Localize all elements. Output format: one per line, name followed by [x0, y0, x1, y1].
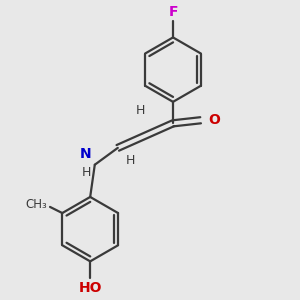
Text: H: H — [82, 166, 91, 179]
Text: N: N — [80, 147, 91, 161]
Text: F: F — [168, 5, 178, 19]
Text: CH₃: CH₃ — [26, 198, 48, 211]
Text: H: H — [125, 154, 135, 167]
Text: O: O — [208, 113, 220, 127]
Text: HO: HO — [78, 281, 102, 295]
Text: H: H — [136, 104, 146, 117]
